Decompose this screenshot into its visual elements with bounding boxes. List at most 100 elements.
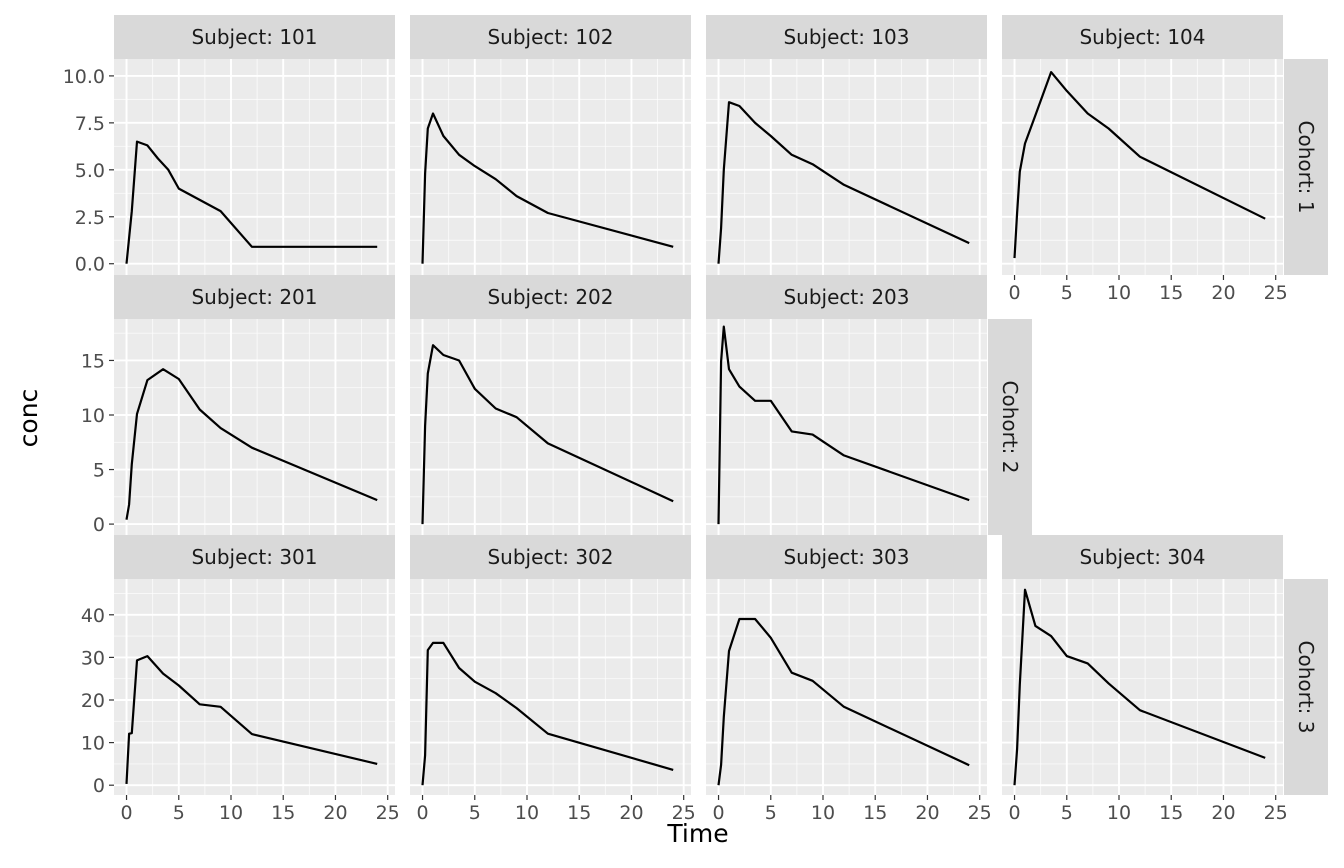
y-tick-label: 5 — [93, 460, 105, 482]
panel-background — [410, 319, 691, 535]
panel-background — [114, 319, 395, 535]
series-line-102 — [421, 112, 674, 264]
panel-101: Subject: 101 0.0 2.5 5.0 7.5 10.0 — [63, 15, 395, 276]
panel-strip — [410, 275, 691, 319]
x-tick-label: 0 — [712, 802, 724, 824]
x-tick-label: 10 — [811, 802, 835, 824]
y-tick-label: 30 — [81, 647, 105, 669]
y-tick-label: 15 — [81, 350, 105, 372]
panel-202: Subject: 202 — [410, 275, 691, 535]
series-line-304 — [1013, 588, 1266, 786]
y-tick-label: 7.5 — [75, 113, 105, 135]
panel-strip — [706, 15, 987, 59]
x-tick-label: 0 — [120, 802, 132, 824]
panel-strip-label: Subject: 203 — [783, 285, 909, 309]
y-tick-label: 10 — [81, 405, 105, 427]
y-axis-title: conc — [14, 389, 43, 448]
panel-strip — [706, 535, 987, 579]
row-strip-label: Cohort: 2 — [998, 381, 1022, 474]
series-line-302 — [421, 641, 674, 786]
row-strip — [1284, 579, 1328, 795]
series-line-203 — [717, 325, 970, 525]
row-strip-label: Cohort: 1 — [1294, 121, 1318, 214]
panel-303: Subject: 303 0 5 10 15 20 25 — [706, 535, 992, 824]
y-tick-label: 2.5 — [75, 207, 105, 229]
x-tick-label: 25 — [376, 802, 400, 824]
panel-strip — [114, 15, 395, 59]
x-tick-label: 0 — [1008, 802, 1020, 824]
panel-104: Subject: 104 0 5 10 15 20 25 — [1002, 15, 1288, 304]
y-tick-label: 10.0 — [63, 66, 105, 88]
panel-203: Subject: 203 — [706, 275, 987, 535]
x-tick-label: 25 — [1264, 282, 1288, 304]
panel-background — [706, 59, 987, 275]
panel-strip-label: Subject: 301 — [191, 545, 317, 569]
row-strip-cohort-1: Cohort: 1 — [1284, 59, 1328, 275]
panel-strip — [1002, 15, 1283, 59]
y-tick-label: 5.0 — [75, 160, 105, 182]
row-strip-cohort-3: Cohort: 3 — [1284, 579, 1328, 795]
panel-background — [1002, 59, 1283, 275]
panel-background — [114, 59, 395, 275]
panel-302: Subject: 302 0 5 10 15 20 25 — [410, 535, 696, 824]
panel-strip — [410, 535, 691, 579]
series-line-201 — [125, 368, 378, 520]
x-tick-label: 5 — [469, 802, 481, 824]
series-line-104 — [1013, 70, 1266, 259]
panel-strip — [706, 275, 987, 319]
series-line-303 — [717, 617, 970, 786]
y-tick-label: 0 — [93, 775, 105, 797]
panel-strip-label: Subject: 303 — [783, 545, 909, 569]
x-axis-title: Time — [666, 819, 728, 848]
panel-strip-label: Subject: 104 — [1079, 25, 1205, 49]
panel-strip-label: Subject: 101 — [191, 25, 317, 49]
panel-304: Subject: 304 0 5 10 15 20 25 — [1002, 535, 1288, 824]
panel-strip — [114, 275, 395, 319]
x-tick-label: 10 — [1107, 802, 1131, 824]
x-tick-label: 15 — [863, 802, 887, 824]
panel-background — [114, 579, 395, 795]
panel-strip-label: Subject: 304 — [1079, 545, 1205, 569]
panel-strip-label: Subject: 201 — [191, 285, 317, 309]
row-strip-label: Cohort: 3 — [1294, 641, 1318, 734]
series-line-202 — [421, 344, 674, 525]
row-strip — [1284, 59, 1328, 275]
panel-strip-label: Subject: 202 — [487, 285, 613, 309]
x-tick-label: 10 — [515, 802, 539, 824]
panel-strip — [1002, 535, 1283, 579]
x-tick-label: 15 — [567, 802, 591, 824]
x-tick-label: 25 — [968, 802, 992, 824]
panel-strip-label: Subject: 102 — [487, 25, 613, 49]
x-tick-label: 5 — [765, 802, 777, 824]
x-tick-label: 10 — [1107, 282, 1131, 304]
panel-strip-label: Subject: 302 — [487, 545, 613, 569]
x-tick-label: 15 — [1159, 282, 1183, 304]
y-tick-label: 0.0 — [75, 254, 105, 276]
x-tick-label: 15 — [1159, 802, 1183, 824]
x-tick-label: 15 — [271, 802, 295, 824]
y-tick-label: 10 — [81, 733, 105, 755]
x-tick-label: 25 — [1264, 802, 1288, 824]
y-tick-label: 20 — [81, 690, 105, 712]
panel-103: Subject: 103 — [706, 15, 987, 275]
x-tick-label: 20 — [1211, 802, 1235, 824]
panel-background — [1002, 579, 1283, 795]
series-line-101 — [125, 140, 378, 264]
panel-strip — [114, 535, 395, 579]
row-strip — [988, 319, 1032, 535]
y-tick-label: 40 — [81, 605, 105, 627]
series-line-301 — [125, 654, 378, 784]
x-tick-label: 20 — [915, 802, 939, 824]
row-strip-cohort-2: Cohort: 2 — [988, 319, 1032, 535]
panel-strip — [410, 15, 691, 59]
panel-background — [410, 59, 691, 275]
x-tick-label: 20 — [619, 802, 643, 824]
panel-background — [706, 579, 987, 795]
x-tick-label: 5 — [1061, 282, 1073, 304]
y-tick-label: 0 — [93, 514, 105, 536]
x-tick-label: 20 — [323, 802, 347, 824]
x-tick-label: 5 — [173, 802, 185, 824]
x-tick-label: 20 — [1211, 282, 1235, 304]
